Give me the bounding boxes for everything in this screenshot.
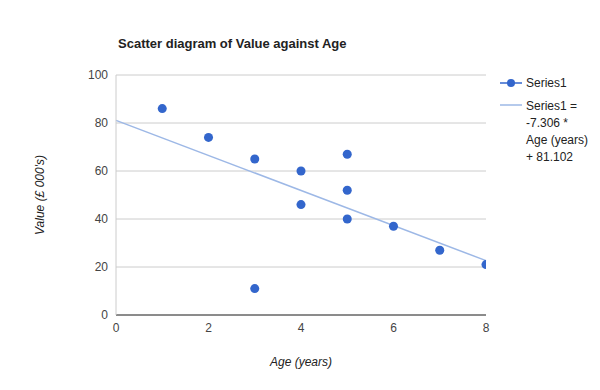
svg-text:8: 8 [483, 321, 490, 335]
svg-text:100: 100 [88, 68, 108, 82]
svg-text:60: 60 [95, 164, 109, 178]
html-text:Value (£ 000's): Value (£ 000's) [33, 155, 47, 235]
svg-text:0: 0 [113, 321, 120, 335]
html-text:Age (years): Age (years) [270, 355, 332, 369]
svg-text:40: 40 [95, 212, 109, 226]
html-text:Series1: Series1 [526, 76, 567, 90]
svg-text:6: 6 [390, 321, 397, 335]
svg-text:80: 80 [95, 116, 109, 130]
svg-text:4: 4 [298, 321, 305, 335]
html-text:Series1 = -7.306 * Age (years): Series1 = -7.306 * Age (years) + 81.102 [526, 99, 588, 164]
svg-text:2: 2 [205, 321, 212, 335]
svg-text:20: 20 [95, 260, 109, 274]
html-text:Scatter diagram of Value again: Scatter diagram of Value against Age [118, 36, 347, 51]
svg-text:0: 0 [101, 308, 108, 322]
